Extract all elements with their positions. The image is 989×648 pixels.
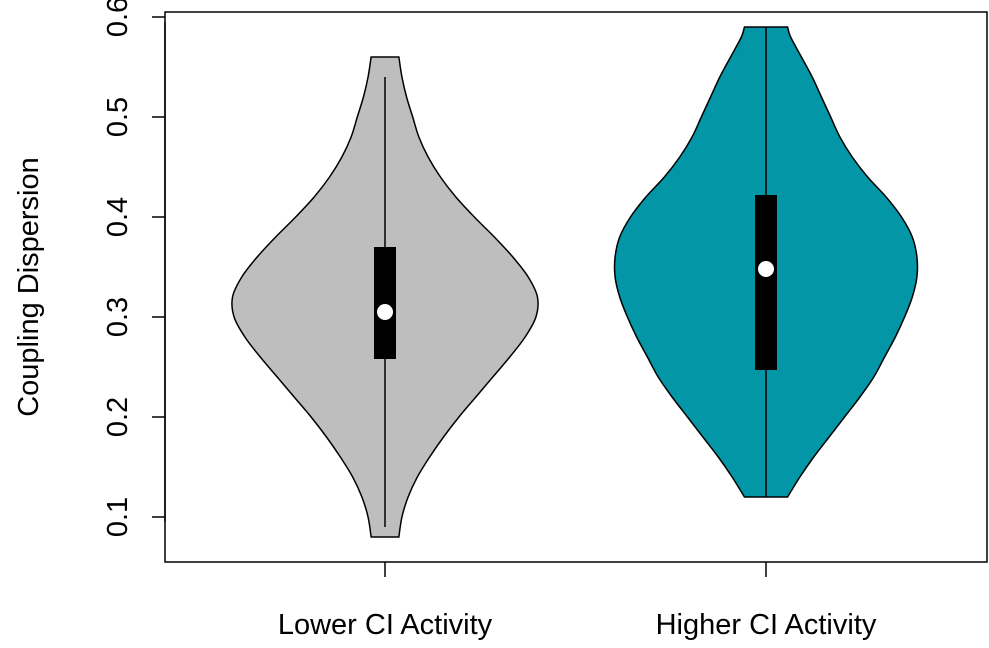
x-tick-label: Lower CI Activity (278, 609, 493, 641)
y-tick-label: 0.1 (102, 497, 134, 537)
y-tick-label: 0.3 (102, 297, 134, 337)
y-tick-label: 0.4 (102, 197, 134, 237)
violin-median-point (377, 304, 393, 320)
y-tick-label: 0.2 (102, 397, 134, 437)
violins-layer (231, 26, 919, 538)
y-tick-label: 0.6 (102, 0, 134, 37)
y-axis-ticks: 0.1 0.2 0.3 0.4 0.5 0.6 (102, 0, 165, 537)
x-axis-ticks: Lower CI Activity Higher CI Activity (278, 562, 877, 641)
y-tick-label: 0.5 (102, 97, 134, 137)
violin-median-point (758, 261, 774, 277)
violin-iqr-box (755, 195, 777, 370)
x-tick-label: Higher CI Activity (656, 609, 877, 641)
y-axis-title: Coupling Dispersion (13, 157, 45, 417)
violin-iqr-box (374, 247, 396, 359)
